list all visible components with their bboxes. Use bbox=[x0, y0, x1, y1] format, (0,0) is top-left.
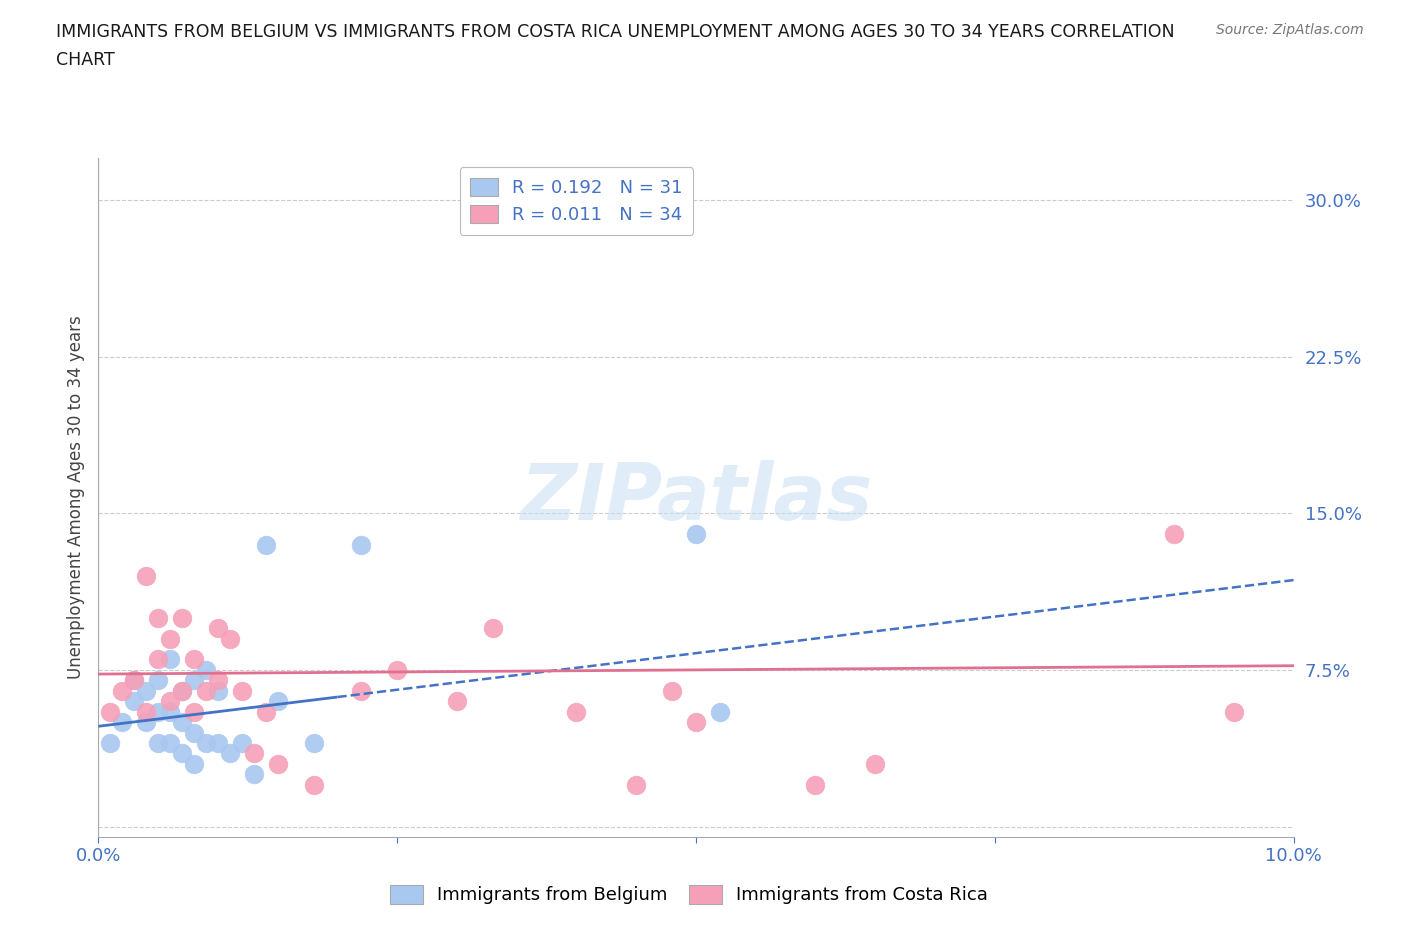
Text: Source: ZipAtlas.com: Source: ZipAtlas.com bbox=[1216, 23, 1364, 37]
Point bbox=[135, 704, 157, 719]
Point bbox=[159, 631, 181, 646]
Y-axis label: Unemployment Among Ages 30 to 34 years: Unemployment Among Ages 30 to 34 years bbox=[66, 315, 84, 680]
Point bbox=[267, 694, 290, 709]
Point bbox=[219, 746, 242, 761]
Point bbox=[709, 704, 731, 719]
Point bbox=[111, 684, 134, 698]
Legend: Immigrants from Belgium, Immigrants from Costa Rica: Immigrants from Belgium, Immigrants from… bbox=[382, 877, 995, 911]
Point bbox=[135, 684, 157, 698]
Legend: R = 0.192   N = 31, R = 0.011   N = 34: R = 0.192 N = 31, R = 0.011 N = 34 bbox=[460, 167, 693, 234]
Point bbox=[267, 756, 290, 771]
Point bbox=[148, 652, 170, 667]
Point bbox=[624, 777, 647, 792]
Point bbox=[183, 725, 205, 740]
Point bbox=[124, 673, 146, 688]
Point bbox=[183, 673, 205, 688]
Point bbox=[159, 736, 181, 751]
Point bbox=[231, 736, 253, 751]
Point bbox=[231, 684, 253, 698]
Point bbox=[385, 662, 409, 677]
Point bbox=[207, 620, 229, 635]
Point bbox=[172, 746, 194, 761]
Text: ZIPatlas: ZIPatlas bbox=[520, 459, 872, 536]
Point bbox=[194, 736, 218, 751]
Point bbox=[207, 684, 229, 698]
Point bbox=[194, 662, 218, 677]
Point bbox=[135, 714, 157, 729]
Point bbox=[148, 736, 170, 751]
Point bbox=[159, 652, 181, 667]
Point bbox=[98, 704, 122, 719]
Point bbox=[172, 684, 194, 698]
Point bbox=[207, 673, 229, 688]
Point bbox=[135, 568, 157, 583]
Point bbox=[243, 746, 266, 761]
Point bbox=[685, 526, 707, 541]
Point bbox=[350, 538, 373, 552]
Point bbox=[183, 704, 205, 719]
Point bbox=[1163, 526, 1185, 541]
Point bbox=[481, 620, 505, 635]
Point bbox=[183, 756, 205, 771]
Point bbox=[254, 704, 277, 719]
Point bbox=[661, 684, 683, 698]
Point bbox=[124, 694, 146, 709]
Point bbox=[1223, 704, 1246, 719]
Point bbox=[804, 777, 827, 792]
Point bbox=[159, 704, 181, 719]
Point bbox=[148, 673, 170, 688]
Text: IMMIGRANTS FROM BELGIUM VS IMMIGRANTS FROM COSTA RICA UNEMPLOYMENT AMONG AGES 30: IMMIGRANTS FROM BELGIUM VS IMMIGRANTS FR… bbox=[56, 23, 1175, 41]
Point bbox=[148, 704, 170, 719]
Point bbox=[194, 684, 218, 698]
Point bbox=[350, 684, 373, 698]
Text: CHART: CHART bbox=[56, 51, 115, 69]
Point bbox=[302, 736, 325, 751]
Point bbox=[565, 704, 588, 719]
Point bbox=[172, 610, 194, 625]
Point bbox=[254, 538, 277, 552]
Point bbox=[172, 714, 194, 729]
Point bbox=[111, 714, 134, 729]
Point bbox=[98, 736, 122, 751]
Point bbox=[148, 610, 170, 625]
Point bbox=[124, 673, 146, 688]
Point bbox=[219, 631, 242, 646]
Point bbox=[865, 756, 887, 771]
Point bbox=[446, 694, 468, 709]
Point bbox=[159, 694, 181, 709]
Point bbox=[172, 684, 194, 698]
Point bbox=[183, 652, 205, 667]
Point bbox=[207, 736, 229, 751]
Point bbox=[243, 767, 266, 782]
Point bbox=[302, 777, 325, 792]
Point bbox=[685, 714, 707, 729]
